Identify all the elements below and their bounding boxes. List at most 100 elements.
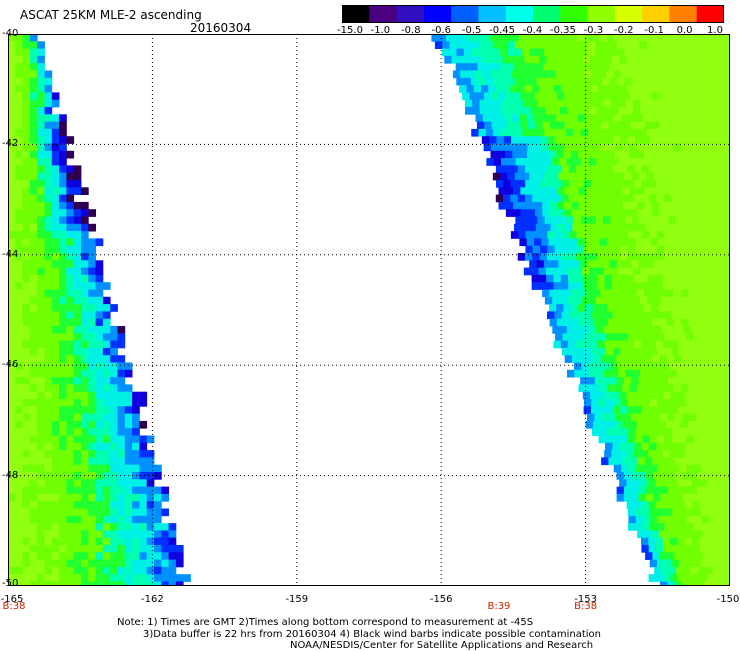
swath-cell <box>547 311 555 319</box>
swath-cell <box>691 567 699 575</box>
swath-cell <box>527 238 535 246</box>
swath-cell <box>59 457 67 465</box>
swath-cell <box>615 319 623 327</box>
swath-cell <box>52 392 60 400</box>
swath-cell <box>602 377 610 385</box>
swath-cell <box>635 246 643 254</box>
swath-cell <box>554 341 562 349</box>
swath-cell <box>612 56 620 64</box>
swath-cell <box>110 450 118 458</box>
swath-cell <box>103 560 111 568</box>
swath-cell <box>675 173 683 181</box>
swath-cell <box>575 275 583 283</box>
swath-cell <box>652 187 660 195</box>
swath-cell <box>103 523 111 531</box>
swath-cell <box>563 114 571 122</box>
swath-cell <box>45 552 53 560</box>
swath-cell <box>644 530 652 538</box>
swath-cell <box>657 523 665 531</box>
swath-cell <box>118 552 126 560</box>
swath-cell <box>66 355 74 363</box>
swath-cell <box>664 399 672 407</box>
swath-cell <box>581 297 589 305</box>
swath-cell <box>66 487 74 495</box>
swath-cell <box>656 545 664 553</box>
swath-cell <box>693 195 701 203</box>
swath-cell <box>110 479 118 487</box>
swath-cell <box>678 275 686 283</box>
swath-cell <box>74 348 82 356</box>
swath-cell <box>125 509 133 517</box>
swath-cell <box>700 195 708 203</box>
swath-cell <box>594 122 602 130</box>
swath-cell <box>45 246 53 254</box>
swath-cell <box>694 516 702 524</box>
swath-cell <box>690 173 698 181</box>
swath-cell <box>442 41 450 49</box>
swath-cell <box>110 487 118 495</box>
swath-cell <box>708 253 716 261</box>
swath-cell <box>30 85 38 93</box>
swath-cell <box>656 574 664 582</box>
swath-cell <box>15 49 23 57</box>
swath-cell <box>642 399 650 407</box>
swath-cell <box>37 399 45 407</box>
swath-cell <box>649 501 657 509</box>
swath-cell <box>669 297 677 305</box>
swath-cell <box>711 224 719 232</box>
swath-cell <box>633 100 641 108</box>
swath-cell <box>74 421 82 429</box>
swath-cell <box>627 165 635 173</box>
swath-cell <box>125 421 133 429</box>
swath-cell <box>709 516 717 524</box>
swath-cell <box>628 136 636 144</box>
swath-cell <box>118 363 126 371</box>
swath-cell <box>15 268 23 276</box>
swath-cell <box>132 523 140 531</box>
swath-cell <box>125 501 133 509</box>
swath-cell <box>66 238 74 246</box>
swath-cell <box>629 238 637 246</box>
swath-cell <box>52 509 60 517</box>
swath-cell <box>613 253 621 261</box>
swath-cell <box>23 92 31 100</box>
swath-cell <box>708 509 716 517</box>
swath-cell <box>609 63 617 71</box>
swath-cell <box>23 49 31 57</box>
swath-cell <box>59 538 67 546</box>
swath-cell <box>88 260 96 268</box>
latitude-label: -50 <box>2 578 18 589</box>
swath-cell <box>81 428 89 436</box>
swath-cell <box>621 34 629 42</box>
swath-cell <box>679 509 687 517</box>
swath-cell <box>574 370 582 378</box>
swath-cell <box>707 501 715 509</box>
swath-cell <box>608 122 616 130</box>
swath-cell <box>533 136 541 144</box>
swath-cell <box>710 209 718 217</box>
swath-cell <box>671 574 679 582</box>
swath-cell <box>663 275 671 283</box>
swath-cell <box>591 165 599 173</box>
swath-cell <box>59 122 67 130</box>
swath-cell <box>547 180 555 188</box>
swath-cell <box>683 78 691 86</box>
swath-cell <box>30 49 38 57</box>
swath-cell <box>139 574 147 582</box>
swath-cell <box>480 100 488 108</box>
swath-cell <box>719 472 727 480</box>
swath-cell <box>679 406 687 414</box>
swath-cell <box>555 231 563 239</box>
swath-cell <box>606 136 614 144</box>
swath-cell <box>147 509 155 517</box>
swath-cell <box>482 136 490 144</box>
swath-cell <box>37 450 45 458</box>
swath-cell <box>665 333 673 341</box>
swath-cell <box>52 114 60 122</box>
pass-time-label: B:38 <box>574 601 597 612</box>
swath-cell <box>23 479 31 487</box>
swath-cell <box>591 195 599 203</box>
swath-cell <box>670 479 678 487</box>
swath-cell <box>672 136 680 144</box>
swath-cell <box>540 253 548 261</box>
